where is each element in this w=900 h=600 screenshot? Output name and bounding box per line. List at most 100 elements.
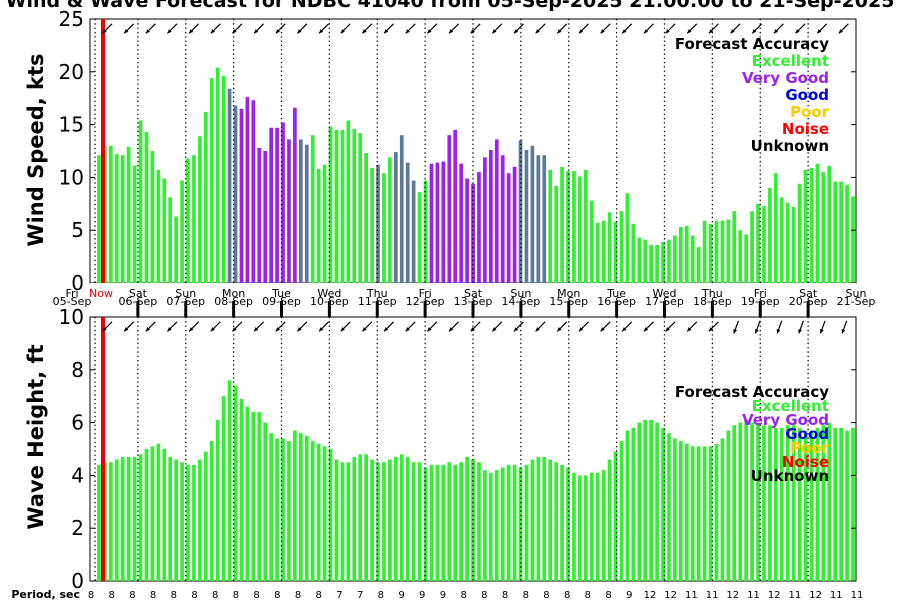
wave-y-axis-label: Wave Height, ft [24,344,48,529]
wave-direction-arrow [296,321,308,332]
wind-bar [168,197,173,283]
wind-bar [269,127,273,284]
wave-direction-arrow [361,321,373,332]
wave-bar [679,441,683,581]
wave-bar [821,425,826,581]
period-value: 11 [830,590,843,600]
wave-bar [156,443,161,581]
wind-direction-arrow [383,23,394,34]
wind-bar [708,223,713,283]
wind-bar [619,211,624,283]
period-value: 9 [626,590,632,600]
wave-bar [833,427,838,581]
wind-y-tick-label: 15 [59,113,84,137]
wave-bar [851,427,855,581]
wind-bar [435,162,440,283]
arrow-head [405,327,410,332]
wind-direction-arrow [600,23,611,34]
wind-bar [162,178,167,283]
wave-direction-arrow [470,321,481,332]
day-band-divider [471,301,475,317]
day-date-label: 14-Sep [502,295,541,308]
period-value: 7 [336,590,342,600]
wind-direction-arrow [167,23,178,34]
wind-direction-arrow [795,23,806,34]
wind-direction-arrow [405,23,416,34]
wave-direction-arrow [340,321,351,332]
wind-bar [298,139,303,283]
wind-bar [548,170,553,283]
arrow-head [600,327,605,332]
wave-direction-arrow [383,321,394,332]
wind-direction-arrow [361,23,373,34]
wind-bar [453,129,458,283]
wave-bar [239,398,244,581]
wave-direction-arrow [776,320,783,334]
wind-bar [673,235,677,283]
wind-bar [233,105,238,283]
wave-bar [809,430,814,581]
day-date-label: 13-Sep [454,295,493,308]
wind-bar [827,165,832,283]
arrow-head [643,327,649,332]
arrow-head [817,29,822,34]
day-band-divider [519,301,523,317]
wind-bar [251,100,256,283]
wave-direction-arrow [145,321,156,332]
arrow-head [405,29,410,34]
wave-direction-arrow [819,320,826,334]
wind-bar [471,183,475,283]
wind-bar [750,211,754,283]
wave-direction-arrow [167,321,178,332]
period-value: 8 [233,590,239,600]
wave-bar [572,472,576,581]
wind-bar [566,171,570,283]
wave-bar [548,459,553,581]
wind-bar [405,162,410,283]
wind-direction-arrow [751,23,763,34]
wave-bar [310,441,315,581]
wind-bar [643,239,648,283]
wave-direction-arrow [556,321,568,332]
arrow-head [795,29,800,34]
wind-bar [275,127,279,284]
wave-legend-entry: Unknown [751,467,829,485]
wave-direction-arrow [231,321,243,332]
wind-bar [209,78,214,283]
wind-direction-arrow [275,23,286,34]
day-name-label: Thu [366,287,388,300]
wave-bar [435,464,440,581]
wind-direction-arrow [318,23,330,34]
day-name-label: Sat [799,287,818,300]
wind-bar [399,135,404,283]
wind-bar [578,176,582,283]
wave-direction-arrow [188,321,200,332]
wind-bar [198,136,202,283]
wind-bar [702,220,707,283]
arrow-head [622,29,627,34]
wind-bar [346,120,351,283]
wind-direction-arrow [340,23,351,34]
arrow-head [733,328,738,334]
wind-bar [785,202,790,283]
period-value: 12 [726,590,739,600]
wave-bar [785,425,790,581]
period-value: 8 [253,590,259,600]
wind-direction-arrow [210,23,221,34]
period-value: 8 [481,590,487,600]
wind-bar [441,161,446,283]
arrow-head [535,29,540,34]
day-date-label: 12-Sep [406,295,445,308]
wind-bar [150,151,155,283]
wave-bar [584,475,588,581]
wave-bar [619,441,624,581]
wind-direction-arrow [643,23,654,34]
wave-direction-arrow [253,321,265,332]
wind-legend-entry: Poor [790,103,830,121]
wind-bar [595,222,600,283]
day-band-divider [184,301,188,317]
wind-bar [227,88,232,283]
wind-bar [245,97,250,283]
wave-direction-arrow [665,321,676,332]
day-date-label: 11-Sep [358,295,397,308]
